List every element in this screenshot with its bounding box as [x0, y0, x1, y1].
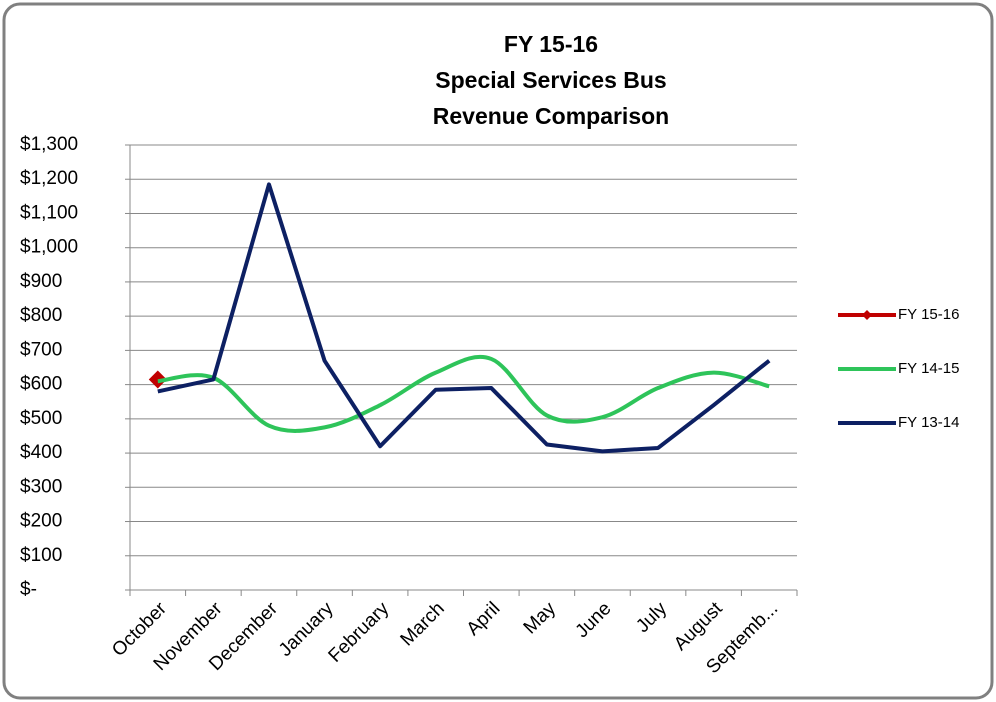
y-tick-label: $800 — [20, 305, 62, 326]
y-tick-label: $400 — [20, 442, 62, 463]
legend-label: FY 14-15 — [898, 360, 959, 377]
y-tick-label: $700 — [20, 339, 62, 360]
y-tick-label: $1,100 — [20, 202, 78, 223]
series-line — [157, 182, 771, 454]
y-tick-label: $1,200 — [20, 168, 78, 189]
y-tick-label: $1,000 — [20, 237, 78, 258]
chart-title: FY 15-16 — [504, 31, 598, 57]
y-tick-label: $300 — [20, 476, 62, 497]
y-tick-label: $100 — [20, 545, 62, 566]
legend-label: FY 13-14 — [898, 414, 959, 431]
legend-marker — [862, 310, 872, 320]
y-tick-label: $- — [20, 579, 37, 600]
chart-title: Special Services Bus — [435, 67, 666, 93]
y-tick-label: $200 — [20, 511, 62, 532]
legend-label: FY 15-16 — [898, 306, 959, 323]
chart-title: Revenue Comparison — [433, 103, 669, 129]
y-tick-label: $600 — [20, 374, 62, 395]
y-tick-label: $900 — [20, 271, 62, 292]
series-line — [157, 354, 770, 433]
y-tick-label: $1,300 — [20, 134, 78, 155]
y-tick-label: $500 — [20, 408, 62, 429]
